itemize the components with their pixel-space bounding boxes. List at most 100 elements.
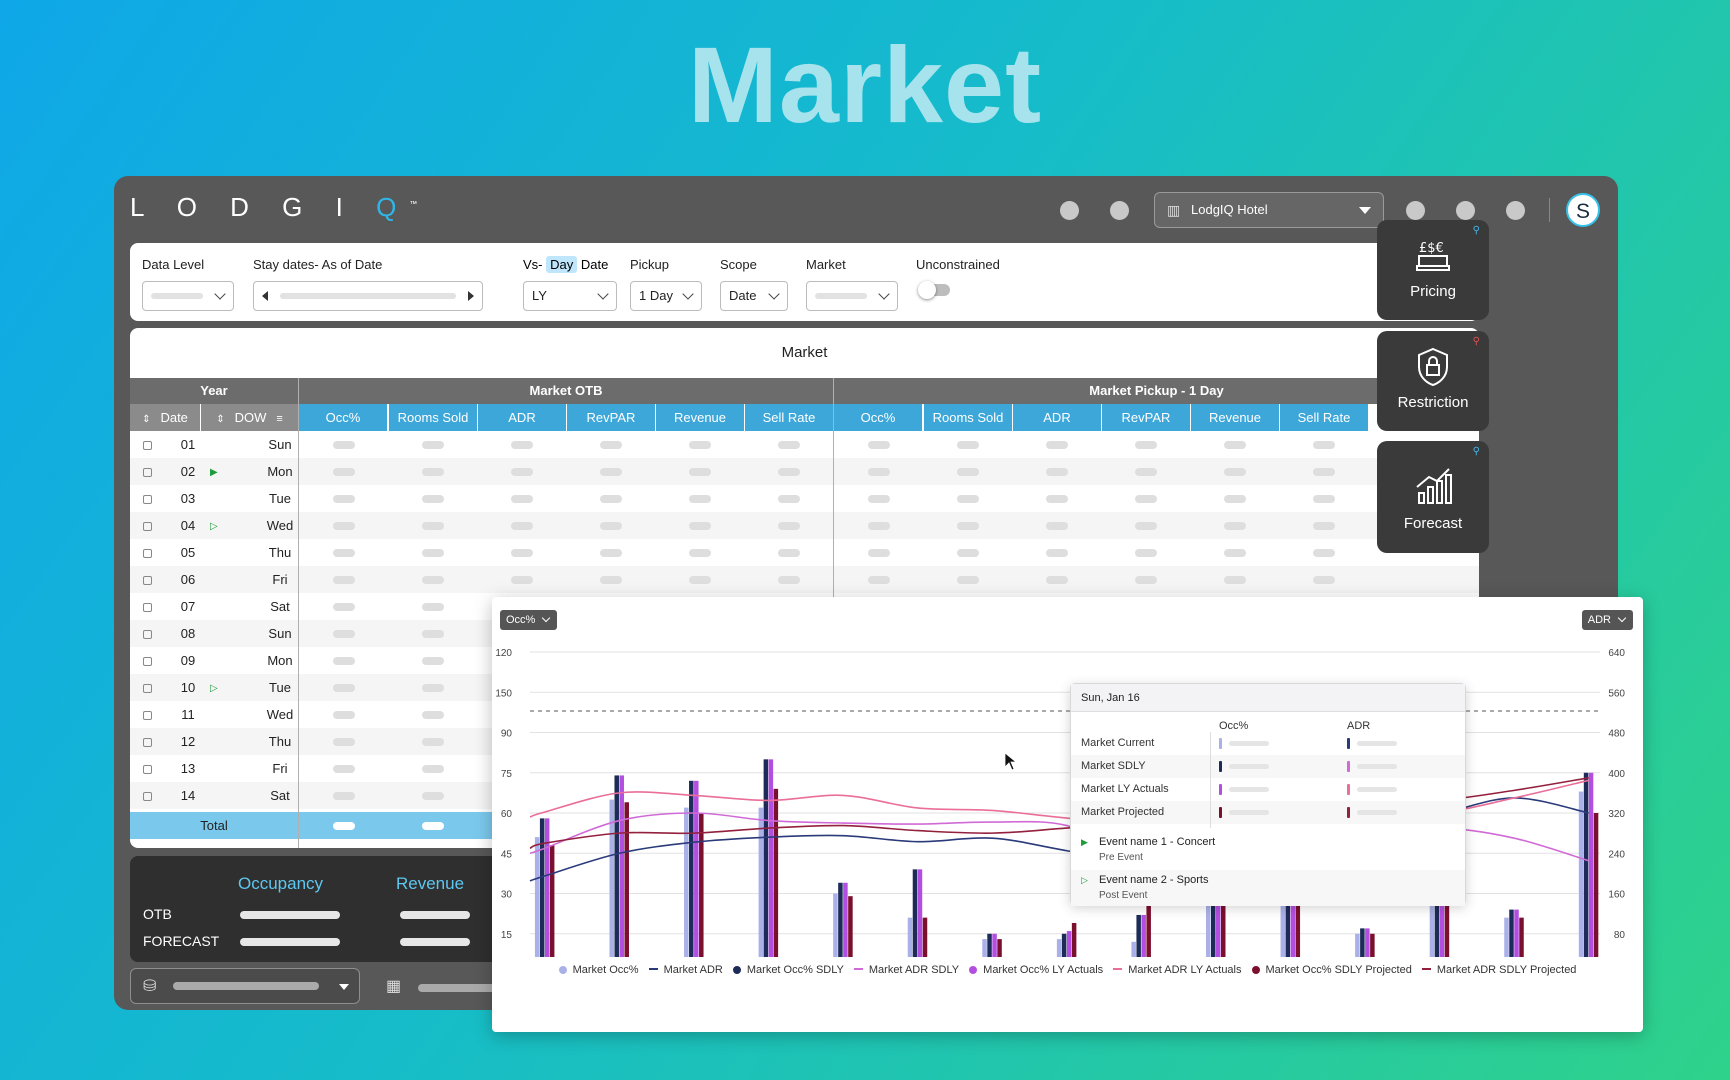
legend-item[interactable]: Market Occ% SDLY [732, 964, 844, 976]
value-placeholder [1045, 468, 1068, 476]
col-header-pickup-2[interactable]: ADR [1013, 404, 1101, 431]
legend-item[interactable]: Market Occ% [558, 964, 639, 976]
col-header-pickup-0[interactable]: Occ% [834, 404, 922, 431]
value-placeholder [421, 495, 444, 503]
col-header-otb-5[interactable]: Sell Rate [745, 404, 833, 431]
legend-item[interactable]: Market ADR SDLY [853, 964, 959, 976]
data-level-select[interactable] [142, 281, 234, 311]
legend-item[interactable]: Market ADR [648, 964, 723, 976]
row-checkbox[interactable] [143, 657, 152, 666]
row-checkbox[interactable] [143, 468, 152, 477]
y-left-tick: 75 [501, 769, 513, 780]
value-placeholder [421, 765, 444, 773]
filter-icon[interactable]: ≡ [276, 413, 283, 425]
col-header-pickup-1[interactable]: Rooms Sold [924, 404, 1012, 431]
row-checkbox[interactable] [143, 522, 152, 531]
bar-market-occ-ly-actuals [694, 780, 699, 957]
stay-dates-label: Stay dates- As of Date [253, 257, 383, 272]
pre-event-icon[interactable]: ▶ [210, 467, 218, 478]
restriction-button[interactable]: ⚲ Restriction [1377, 331, 1489, 431]
pricing-button[interactable]: ⚲ £$€ Pricing [1377, 220, 1489, 320]
forecast-button[interactable]: ⚲ Forecast [1377, 441, 1489, 553]
row-checkbox[interactable] [143, 711, 152, 720]
row-checkbox[interactable] [143, 765, 152, 774]
calendar-icon[interactable]: ▦ [386, 978, 402, 995]
value-placeholder [777, 549, 800, 557]
bar-market-occ-sdly [1360, 928, 1365, 957]
row-date: 12 [180, 734, 196, 749]
value-placeholder [688, 441, 711, 449]
row-checkbox[interactable] [143, 630, 152, 639]
col-header-pickup-4[interactable]: Revenue [1191, 404, 1279, 431]
right-metric-select[interactable]: ADR [1581, 610, 1633, 630]
row-checkbox[interactable] [143, 684, 152, 693]
vs-date-option[interactable]: Date [580, 257, 609, 272]
bar-market-occ-ly-actuals [1588, 772, 1594, 957]
sort-icon[interactable]: ⇕ [142, 414, 151, 425]
row-checkbox[interactable] [143, 603, 152, 612]
col-header-pickup-5[interactable]: Sell Rate [1280, 404, 1368, 431]
bar-market-occ- [534, 837, 540, 957]
table-row[interactable]: 02 ▶ Mon [130, 458, 1479, 485]
row-checkbox[interactable] [143, 576, 152, 585]
stay-dates-range[interactable] [253, 281, 483, 311]
table-row[interactable]: 01 Sun [130, 431, 1479, 458]
row-checkbox[interactable] [143, 549, 152, 558]
legend-item[interactable]: Market Occ% SDLY Projected [1251, 964, 1412, 976]
legend-item[interactable]: Market ADR SDLY Projected [1421, 964, 1576, 976]
value-placeholder [956, 468, 979, 476]
scope-select[interactable]: Date [720, 281, 788, 311]
post-event-icon[interactable]: ▷ [210, 683, 218, 694]
y-left-tick: 120 [495, 648, 512, 659]
table-row[interactable]: 05 Thu [130, 539, 1479, 566]
header-dot-4[interactable] [1456, 201, 1475, 220]
row-checkbox[interactable] [143, 738, 152, 747]
legend-item[interactable]: Market ADR LY Actuals [1113, 964, 1242, 976]
value-placeholder [332, 711, 355, 719]
pin-icon[interactable]: ⚲ [1472, 225, 1480, 236]
row-checkbox[interactable] [143, 495, 152, 504]
sort-icon[interactable]: ⇕ [216, 414, 225, 425]
chart-legend: Market Occ% Market ADR Market Occ% SDLY Mar… [492, 964, 1643, 976]
row-checkbox[interactable] [143, 792, 152, 801]
value-placeholder [421, 441, 444, 449]
unconstrained-toggle[interactable] [918, 281, 950, 299]
pin-icon[interactable]: ⚲ [1472, 336, 1480, 347]
hotel-selector[interactable]: ▥ LodgIQ Hotel [1154, 192, 1384, 228]
vs-select[interactable]: LY [523, 281, 617, 311]
vs-day-option[interactable]: Day [546, 256, 578, 273]
summary-panel: Occupancy Revenue OTB FORECAST [130, 856, 520, 962]
value-placeholder [777, 468, 800, 476]
left-metric-select[interactable]: Occ% [500, 610, 558, 630]
col-header-otb-0[interactable]: Occ% [299, 404, 387, 431]
col-header-otb-3[interactable]: RevPAR [567, 404, 655, 431]
header-dot-2[interactable] [1110, 201, 1129, 220]
col-date-header[interactable]: ⇕ Date [130, 404, 200, 431]
col-header-pickup-3[interactable]: RevPAR [1102, 404, 1190, 431]
user-avatar[interactable]: S [1566, 193, 1600, 227]
header-dot-1[interactable] [1060, 201, 1079, 220]
header-dot-5[interactable] [1506, 201, 1525, 220]
col-dow-header[interactable]: ⇕ DOW ≡ [201, 404, 298, 431]
market-select[interactable] [806, 281, 898, 311]
next-date-icon[interactable] [468, 291, 474, 301]
pin-icon[interactable]: ⚲ [1472, 446, 1480, 457]
col-header-otb-1[interactable]: Rooms Sold [389, 404, 477, 431]
row-date: 08 [180, 626, 196, 641]
pickup-select[interactable]: 1 Day [630, 281, 702, 311]
table-row[interactable]: 03 Tue [130, 485, 1479, 512]
col-header-otb-2[interactable]: ADR [478, 404, 566, 431]
row-checkbox[interactable] [143, 441, 152, 450]
legend-item[interactable]: Market Occ% LY Actuals [969, 964, 1103, 976]
col-header-otb-4[interactable]: Revenue [656, 404, 744, 431]
post-event-icon[interactable]: ▷ [210, 521, 218, 532]
row-date: 01 [180, 437, 196, 452]
date-range-bar[interactable] [418, 984, 498, 992]
table-row[interactable]: 04 ▷ Wed [130, 512, 1479, 539]
prev-date-icon[interactable] [262, 291, 268, 301]
vs-toggle[interactable]: Vs- Day Date [523, 256, 609, 273]
table-row[interactable]: 06 Fri [130, 566, 1479, 593]
data-source-select[interactable]: ⛁ [130, 968, 360, 1004]
header-dot-3[interactable] [1406, 201, 1425, 220]
value-placeholder [510, 576, 533, 584]
